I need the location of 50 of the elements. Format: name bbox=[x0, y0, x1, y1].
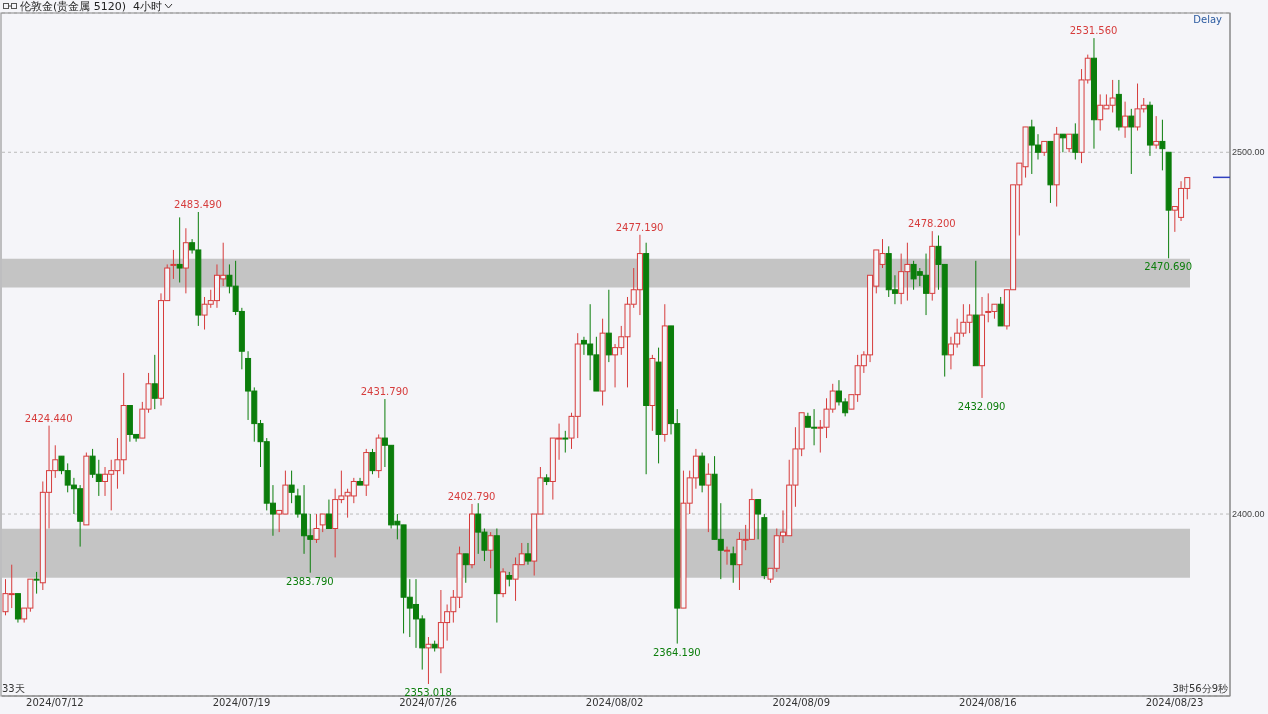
x-tick-label: 2024/08/02 bbox=[585, 697, 644, 709]
candlestick bbox=[605, 289, 612, 363]
candlestick bbox=[319, 513, 326, 533]
candlestick bbox=[1128, 108, 1135, 175]
x-tick-label: 2024/07/19 bbox=[212, 697, 271, 709]
candlestick bbox=[724, 546, 731, 566]
text: Delay bbox=[1193, 14, 1223, 25]
candlestick bbox=[755, 499, 762, 540]
annotation: 2483.490 bbox=[174, 199, 222, 210]
y-tick-label: 2400.00 bbox=[1232, 509, 1265, 520]
candlestick bbox=[1072, 122, 1079, 161]
candlestick bbox=[369, 448, 376, 475]
candlestick bbox=[425, 636, 432, 685]
candlestick bbox=[176, 216, 183, 284]
candlestick bbox=[730, 546, 737, 584]
candlestick bbox=[524, 542, 531, 566]
candlestick bbox=[462, 553, 469, 584]
candlestick bbox=[151, 354, 158, 410]
annotation: 2402.790 bbox=[447, 490, 496, 502]
candlestick bbox=[997, 296, 1004, 327]
annotation: 2424.440 bbox=[24, 412, 73, 424]
candlestick bbox=[288, 470, 295, 504]
annotation: 2478.200 bbox=[908, 218, 956, 230]
x-tick-label: 2024/08/09 bbox=[772, 697, 831, 709]
candlestick bbox=[1066, 133, 1073, 153]
candlestick bbox=[313, 513, 320, 544]
x-tick-label: 2024/07/26 bbox=[399, 697, 457, 709]
annotation: 3时56分9秒 bbox=[1172, 683, 1228, 694]
candlestick bbox=[1122, 101, 1129, 139]
annotation: 33天 bbox=[2, 683, 25, 694]
annotation: 2531.560 bbox=[1069, 25, 1118, 37]
candlestick bbox=[170, 249, 177, 280]
x-tick-label: 2024/07/12 bbox=[26, 697, 84, 709]
annotation: 2432.090 bbox=[957, 400, 1006, 412]
x-tick-label: 2024/08/16 bbox=[959, 697, 1017, 709]
candlestick bbox=[325, 499, 332, 530]
annotation: 2364.190 bbox=[653, 646, 701, 658]
annotation: 2477.190 bbox=[615, 221, 664, 233]
annotation: 2353.018 bbox=[404, 687, 452, 698]
y-tick-label: 2500.00 bbox=[1232, 147, 1265, 158]
candlestick bbox=[487, 531, 494, 569]
x-tick-label: 2024/08/23 bbox=[1145, 697, 1204, 709]
candlestick bbox=[1159, 119, 1166, 171]
annotation: 2470.690 bbox=[1144, 261, 1193, 273]
candlestick bbox=[705, 462, 712, 533]
candlestick bbox=[1153, 115, 1160, 150]
chart-title: 伦敦金(贵金属 5120) 4小时 bbox=[20, 0, 163, 14]
annotation: 2383.790 bbox=[286, 575, 334, 587]
annotation: 2431.790 bbox=[360, 386, 409, 398]
candlestick bbox=[500, 567, 507, 598]
